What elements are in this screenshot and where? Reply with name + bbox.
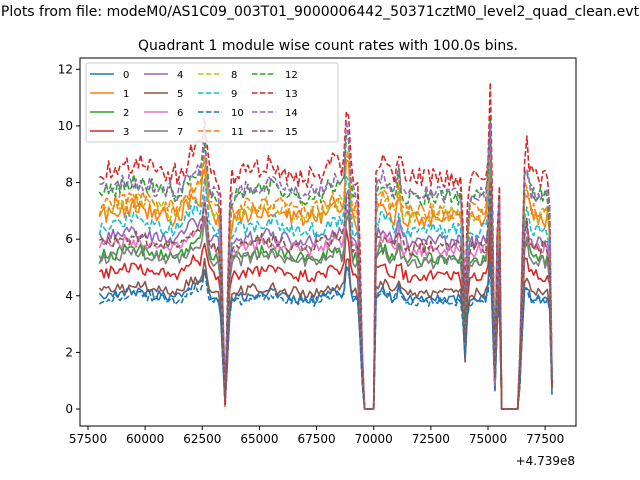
series-line-15 — [99, 180, 553, 410]
series-layer — [98, 81, 553, 410]
legend-label: 1 — [123, 89, 129, 100]
y-axis: 0 2 4 6 8 10 12 — [58, 62, 80, 416]
series-line-3 — [98, 224, 553, 410]
y-tick-label: 8 — [65, 176, 73, 190]
x-axis: 57500 60000 62500 65000 67500 70000 72500 75000… — [69, 426, 564, 446]
legend-label: 0 — [123, 70, 129, 81]
series-line-8 — [99, 143, 553, 410]
legend-label: 2 — [123, 108, 129, 119]
series-line-14 — [99, 119, 553, 410]
x-tick-label: 77500 — [526, 432, 564, 446]
y-tick-label: 6 — [65, 232, 73, 246]
series-line-10 — [98, 262, 553, 410]
legend-label: 14 — [285, 108, 298, 119]
y-tick-label: 10 — [58, 119, 73, 133]
legend-label: 9 — [231, 89, 237, 100]
series-line-13 — [99, 81, 553, 410]
legend-label: 5 — [177, 89, 183, 100]
legend-label: 15 — [285, 127, 298, 138]
y-tick-label: 0 — [65, 402, 73, 416]
legend-label: 11 — [231, 127, 244, 138]
figure-suptitle: Plots from file: modeM0/AS1C09_003T01_90… — [1, 4, 640, 20]
legend-label: 12 — [285, 70, 298, 81]
x-tick-label: 67500 — [297, 432, 335, 446]
x-tick-label: 65000 — [240, 432, 278, 446]
legend-box — [85, 62, 339, 143]
x-tick-label: 70000 — [355, 432, 393, 446]
x-tick-label: 62500 — [183, 432, 221, 446]
series-line-6 — [98, 186, 553, 410]
x-tick-label: 60000 — [126, 432, 164, 446]
legend-label: 10 — [231, 108, 244, 119]
x-tick-label: 75000 — [469, 432, 507, 446]
x-tick-label: 72500 — [412, 432, 450, 446]
series-line-5 — [98, 244, 553, 410]
series-line-9 — [98, 163, 553, 410]
x-tick-label: 57500 — [69, 432, 107, 446]
series-line-12 — [98, 117, 553, 410]
legend-label: 6 — [177, 108, 183, 119]
chart-title: Quadrant 1 module wise count rates with … — [138, 38, 518, 54]
legend-label: 8 — [231, 70, 237, 81]
legend-label: 4 — [177, 70, 183, 81]
x-offset-label: +4.739e8 — [516, 454, 575, 468]
legend-label: 13 — [285, 89, 298, 100]
y-tick-label: 2 — [65, 345, 73, 359]
y-tick-label: 4 — [65, 289, 73, 303]
y-tick-label: 12 — [58, 62, 73, 76]
series-line-7 — [98, 202, 553, 410]
legend-label: 7 — [177, 127, 183, 138]
plot-frame — [79, 57, 577, 427]
legend-label: 3 — [123, 127, 129, 138]
series-line-1 — [98, 143, 553, 410]
